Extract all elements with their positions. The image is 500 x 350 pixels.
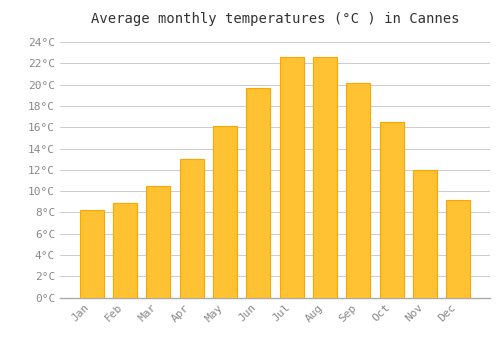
Bar xyxy=(280,57,303,298)
Bar xyxy=(446,199,470,298)
Bar xyxy=(213,126,237,298)
Title: Average monthly temperatures (°C ) in Cannes: Average monthly temperatures (°C ) in Ca… xyxy=(91,12,459,26)
Bar xyxy=(246,88,270,298)
Bar xyxy=(413,170,437,298)
Bar xyxy=(113,203,137,298)
Bar xyxy=(146,186,171,298)
Bar xyxy=(380,122,404,298)
Bar xyxy=(313,57,337,298)
Bar xyxy=(80,210,104,298)
Bar xyxy=(346,83,370,298)
Bar xyxy=(180,159,204,298)
